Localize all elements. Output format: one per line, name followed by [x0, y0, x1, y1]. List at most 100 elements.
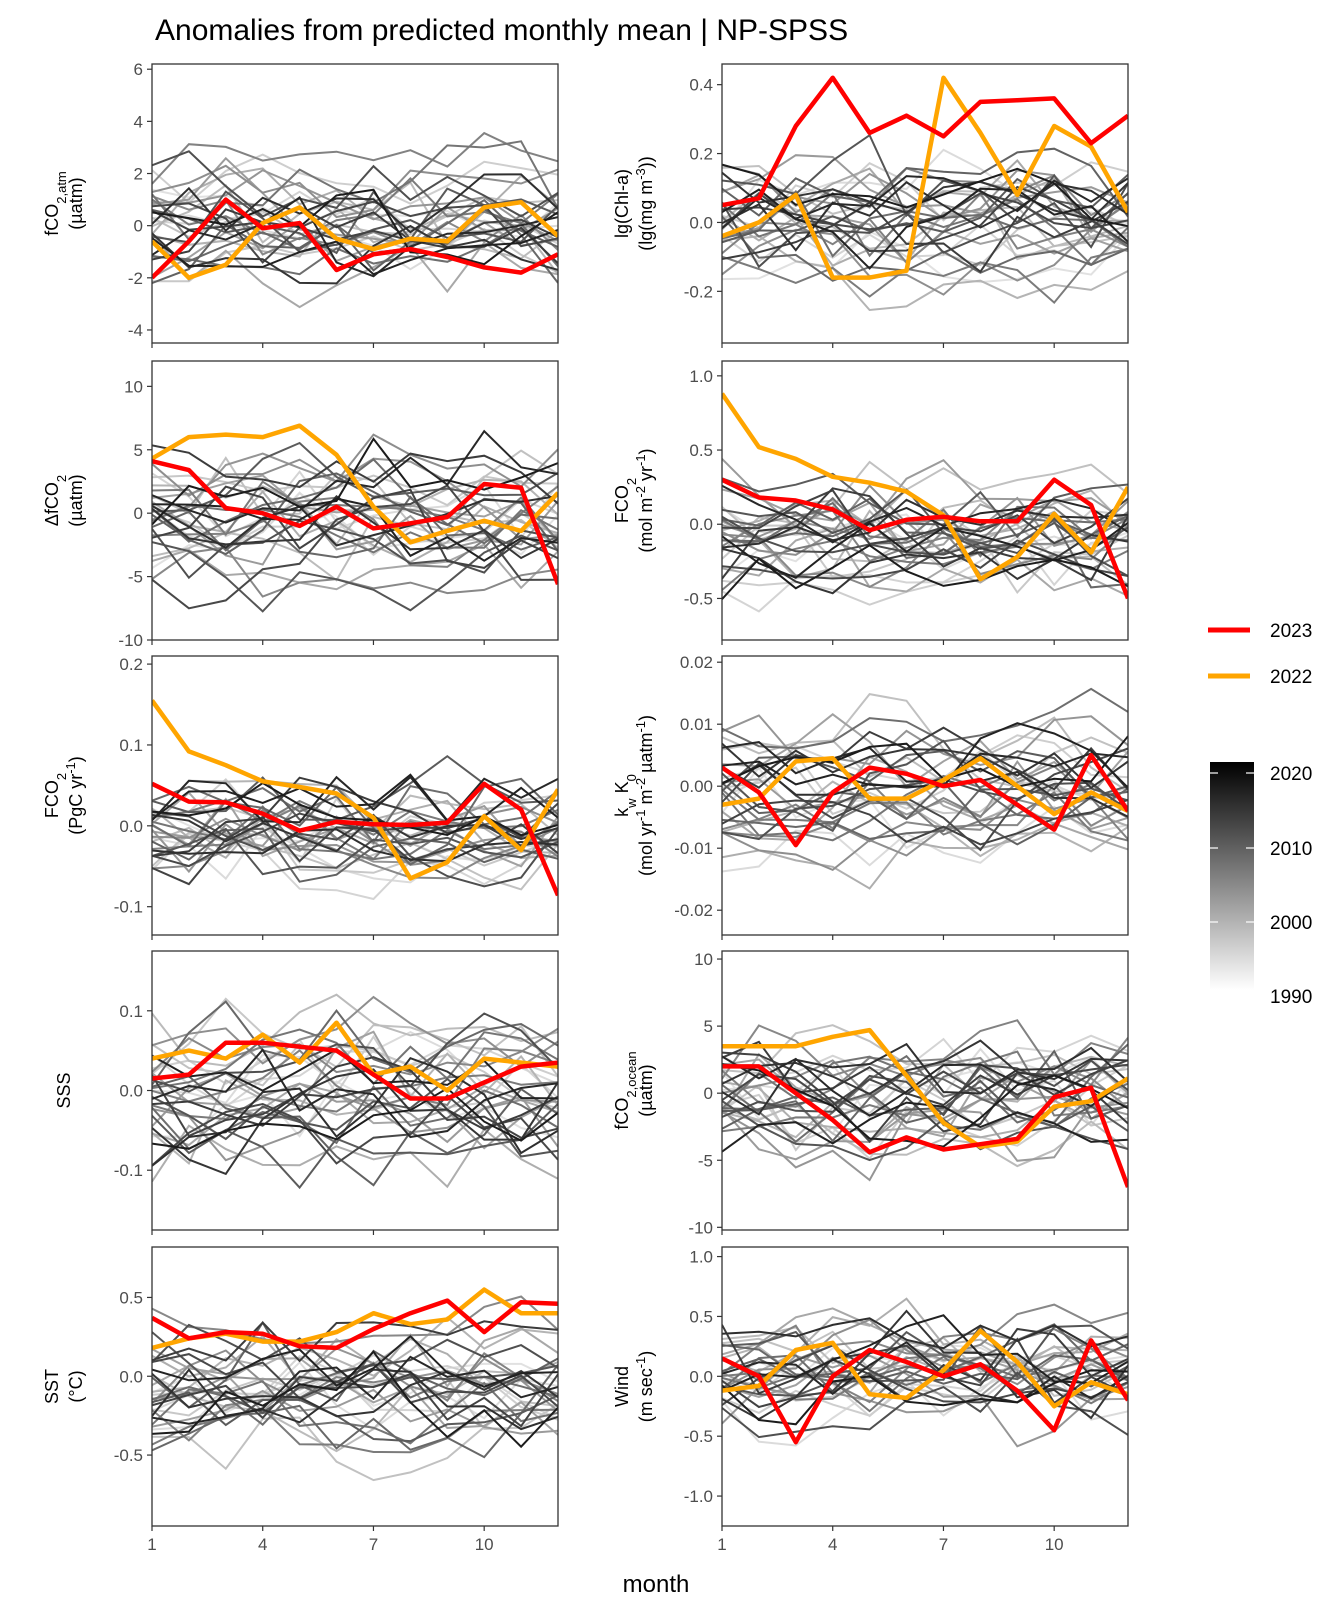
- y-tick-label: 0.5: [119, 1288, 143, 1307]
- y-axis-label: (µatm): [66, 177, 86, 229]
- y-tick-label: 0.0: [689, 213, 713, 232]
- y-axis-label: fCO2,atm: [42, 171, 69, 236]
- legend: 2023 2022: [1208, 621, 1312, 688]
- series-line-2023: [152, 197, 558, 280]
- series-line-2005: [152, 131, 558, 185]
- series-line-2009: [722, 215, 1128, 282]
- series-line-2021: [722, 735, 1128, 788]
- y-axis-label: kw K0: [612, 774, 639, 817]
- series-line-1997: [152, 1052, 558, 1166]
- colorbar-label-2010: 2010: [1270, 839, 1312, 860]
- y-axis-label: SST: [42, 1369, 62, 1404]
- y-axis-label: lg(Chl-a): [612, 169, 632, 238]
- panel-fco2ocean: 10 5 0 -5 -10 fCO2,ocean(µatm): [612, 950, 1129, 1237]
- series-line-2003: [152, 433, 558, 497]
- background-series-fco2: [722, 392, 1128, 613]
- series-line-2017: [152, 224, 558, 285]
- series-line-2020: [722, 521, 1128, 579]
- panel-frame: [151, 360, 559, 641]
- panel-wind: 1.0 0.5 0.0 -0.5 -1.0 1 4 7 10 Wind (m sec-1): [612, 1246, 1129, 1554]
- series-line-2023: [722, 752, 1128, 848]
- series-line-1993: [152, 153, 558, 205]
- series-line-2023: [152, 1040, 558, 1101]
- y-tick-label: 5: [134, 441, 143, 460]
- y-axis-label: (µatm): [636, 1064, 656, 1116]
- series-line-2021: [722, 1369, 1128, 1426]
- series-line-2009: [722, 1043, 1128, 1143]
- y-tick-label: 0.2: [119, 655, 143, 674]
- series-line-2011: [722, 472, 1128, 539]
- series-line-2013: [152, 1323, 558, 1374]
- series-line-1998: [152, 490, 558, 564]
- y-tick-label: -0.02: [674, 901, 713, 920]
- series-line-1996: [152, 1364, 558, 1453]
- series-line-2000: [152, 220, 558, 279]
- panel-frame: [721, 655, 1129, 936]
- series-line-2018: [152, 495, 558, 550]
- y-tick-label: -5: [698, 1151, 713, 1170]
- series-line-2001: [722, 1103, 1128, 1162]
- series-line-2005: [722, 1324, 1128, 1404]
- series-line-1995: [722, 460, 1128, 541]
- y-axis-label: (mol yr-1 m-2 µatm-1): [633, 715, 657, 876]
- series-line-2012: [152, 1331, 558, 1414]
- y-axis-label: (lg(mg m-3)): [633, 156, 657, 251]
- series-line-2014: [152, 484, 558, 610]
- series-line-2022: [722, 1328, 1128, 1409]
- series-line-2018: [152, 828, 558, 863]
- x-axis-label: month: [623, 1571, 690, 1598]
- background-series-fco2atm: [152, 131, 558, 309]
- legend-label-2022: 2022: [1270, 667, 1312, 688]
- series-line-2023: [722, 1064, 1128, 1188]
- x-tick-label: 7: [369, 1535, 378, 1554]
- y-tick-label: 1.0: [689, 1248, 713, 1267]
- series-line-2011: [152, 441, 558, 513]
- y-tick-label: 0.2: [689, 145, 713, 164]
- y-tick-label: -10: [688, 1218, 713, 1237]
- series-line-2021: [152, 1350, 558, 1449]
- series-line-1999: [722, 1307, 1128, 1367]
- series-line-2017: [152, 1369, 558, 1418]
- series-line-2014: [722, 1063, 1128, 1107]
- series-line-2023: [152, 459, 558, 586]
- y-axis-label: FCO2: [612, 478, 639, 523]
- series-line-2017: [722, 742, 1128, 790]
- panel-frame: [151, 63, 559, 344]
- x-tick-label: 7: [939, 1535, 948, 1554]
- x-tick-label: 4: [258, 1535, 267, 1554]
- background-series-sss: [152, 993, 558, 1190]
- series-line-2003: [152, 995, 558, 1068]
- y-axis-label: FCO2: [42, 773, 69, 818]
- x-tick-label: 4: [828, 1535, 837, 1554]
- series-line-2021: [152, 188, 558, 266]
- y-tick-label: 4: [134, 112, 143, 131]
- panel-frame: [721, 1246, 1129, 1527]
- y-tick-label: -4: [128, 321, 143, 340]
- series-line-2010: [722, 1354, 1128, 1385]
- series-line-2015: [152, 1074, 558, 1139]
- y-tick-label: -1.0: [684, 1487, 713, 1506]
- series-line-2011: [152, 187, 558, 255]
- panel-kwk0: 0.02 0.01 0.00 -0.01 -0.02 kw K0(mol yr-1 m-2…: [612, 653, 1129, 940]
- series-line-2002: [152, 1093, 558, 1162]
- series-line-2010: [152, 827, 558, 883]
- y-tick-label: 5: [704, 1017, 713, 1036]
- y-tick-label: 6: [134, 60, 143, 79]
- panel-frame: [151, 655, 559, 936]
- panel-frame: [721, 360, 1129, 641]
- colorbar-label-2000: 2000: [1270, 913, 1312, 934]
- panel-chla: 0.4 0.2 0.0 -0.2 lg(Chl-a) (lg(mg m-3)): [612, 63, 1129, 348]
- y-tick-label: 0.0: [119, 1082, 143, 1101]
- series-line-2023: [152, 781, 558, 897]
- series-line-2012: [152, 1077, 558, 1158]
- series-line-1992: [152, 470, 558, 557]
- panel-sss: 0.1 0.0 -0.1 SSS: [54, 950, 559, 1235]
- series-line-2022: [152, 1020, 558, 1093]
- series-line-2003: [722, 228, 1128, 296]
- series-line-2022: [152, 699, 558, 881]
- y-tick-label: 0.01: [680, 715, 713, 734]
- background-series-dfco2: [152, 423, 558, 613]
- series-line-2016: [722, 726, 1128, 791]
- y-tick-label: -0.1: [114, 1161, 143, 1180]
- series-line-2002: [722, 714, 1128, 767]
